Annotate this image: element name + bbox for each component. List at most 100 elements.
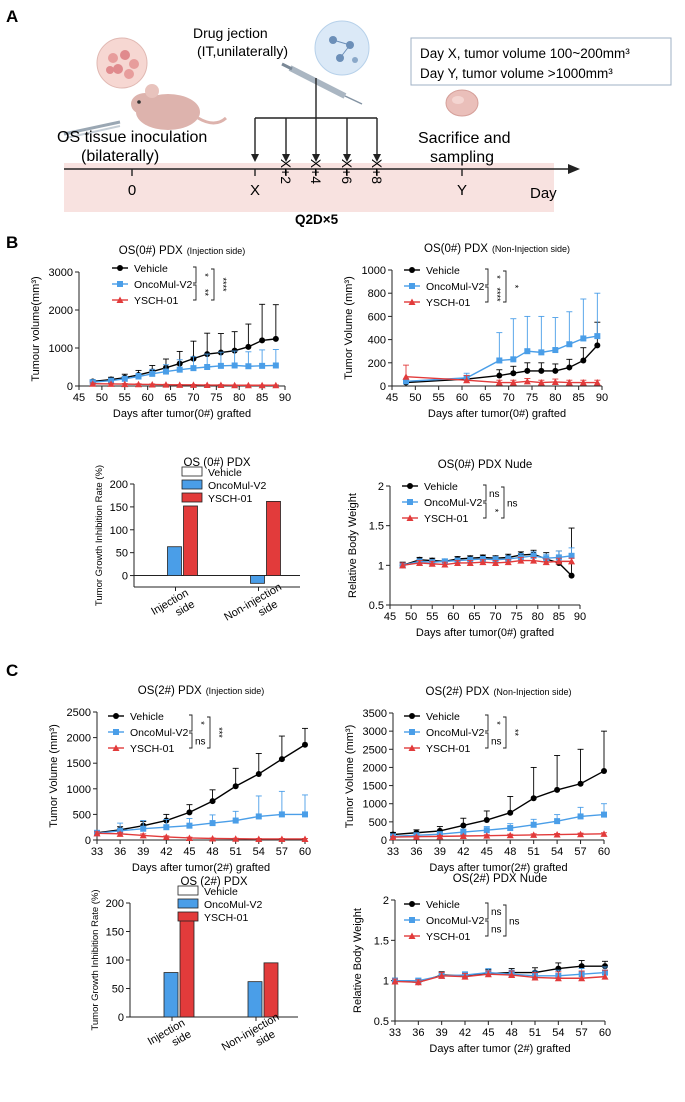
data-point [278,811,285,818]
y-tick-label: 200 [106,898,124,910]
x-tick-label: 48 [506,1027,518,1039]
bracket [211,268,215,301]
data-point [531,973,539,981]
y-tick-label: 200 [368,358,386,370]
data-point [508,971,516,979]
data-point [580,357,587,364]
data-point [602,963,608,970]
data-point [554,786,561,793]
x-tick-label: 54 [253,846,265,858]
x-tick-label: 55 [119,392,131,404]
x-axis-label: Days after tumor (2#) grafted [429,1043,570,1055]
x-tick-label: 75 [210,392,222,404]
tumor-sample-icon [445,89,479,117]
legend-swatch [181,492,203,503]
y-tick-label: 150 [106,927,124,939]
y-tick-label: 0 [67,381,73,393]
chart-title: OS(2#) PDX Nude [453,873,548,885]
data-point [278,756,285,763]
tissue-icon [96,37,148,89]
data-point [441,561,449,568]
x-tick-label: 57 [574,846,586,858]
bracket [189,732,193,749]
data-point [594,333,601,340]
x-tick-label: 80 [233,392,245,404]
data-point [217,381,225,389]
timeline-arrowhead [568,164,580,174]
data-point [403,378,409,385]
x-tick-label: 39 [434,846,446,858]
data-point [412,833,420,840]
data-point [566,364,573,371]
data-point [454,559,462,566]
data-point [538,349,545,356]
data-point [93,829,101,837]
y-axis-label: Tumor Growth Inhibition Rate (%) [94,465,105,606]
significance-label: **** [492,287,502,302]
x-tick-label: 60 [299,846,311,858]
data-point [232,835,240,842]
data-point [524,367,531,374]
series-line [405,335,598,383]
data-point [204,364,211,370]
data-point [577,813,584,820]
data-point [189,381,197,388]
data-point [530,831,538,838]
x-tick-label: 57 [576,1027,588,1039]
legend-marker [113,729,119,735]
y-tick-label: 150 [110,502,128,514]
drug-molecule-icon [314,20,370,76]
data-point [579,379,587,386]
timeline-tick-label: 0 [128,182,136,199]
data-point [149,370,156,377]
category-label: Injectionside [146,1017,194,1059]
data-point [140,825,147,832]
x-tick-label: 36 [412,1027,424,1039]
legend-marker [116,296,124,303]
data-point [186,809,193,816]
legend-label: Vehicle [208,467,242,479]
data-point [530,795,537,802]
y-tick-label: 0 [380,381,386,393]
x-tick-label: 50 [405,611,417,623]
x-tick-label: 70 [503,392,515,404]
info-line1: Day X, tumor volume 100~200mm³ [420,46,630,61]
x-tick-label: 60 [142,392,154,404]
legend: Vehicle OncoMul-V2 YSCH-01 [404,711,485,755]
series-line [392,833,605,838]
data-point [245,363,252,370]
legend: Vehicle OncoMul-V2 YSCH-01 [108,711,189,755]
legend-marker [408,744,416,751]
data-point [577,780,584,787]
data-point [568,557,576,565]
legend-marker [117,281,123,287]
bracket [503,270,507,303]
legend-label: OncoMul-V2 [426,727,485,739]
significance-label: ns [509,917,520,928]
x-tick-label: 54 [552,1027,564,1039]
data-point [530,821,537,828]
timeline-tick-label: Y [457,182,467,199]
x-tick-label: 90 [596,392,608,404]
data-point [436,832,444,840]
y-tick-label: 1 [383,976,389,988]
x-tick-label: 51 [528,846,540,858]
x-tick-label: 45 [73,392,85,404]
y-axis-label: Tumor Volume (mm³) [343,276,355,380]
series-YSCH-01 [93,829,309,842]
significance-label: * [200,273,210,277]
x-axis-label: Days after tumor(0#) grafted [113,408,251,420]
timeline-tick-label: X+6 [339,159,355,185]
x-tick-label: 45 [481,846,493,858]
data-point [578,974,586,982]
x-tick-label: 36 [114,846,126,858]
bar [250,575,265,584]
data-point [203,381,211,389]
x-tick-label: 45 [482,1027,494,1039]
data-point [255,770,262,777]
significance-brackets: * ns *** [189,714,224,749]
data-point [135,373,142,380]
y-tick-label: 3500 [363,708,387,720]
x-tick-label: 60 [447,611,459,623]
legend-swatch [177,911,199,922]
